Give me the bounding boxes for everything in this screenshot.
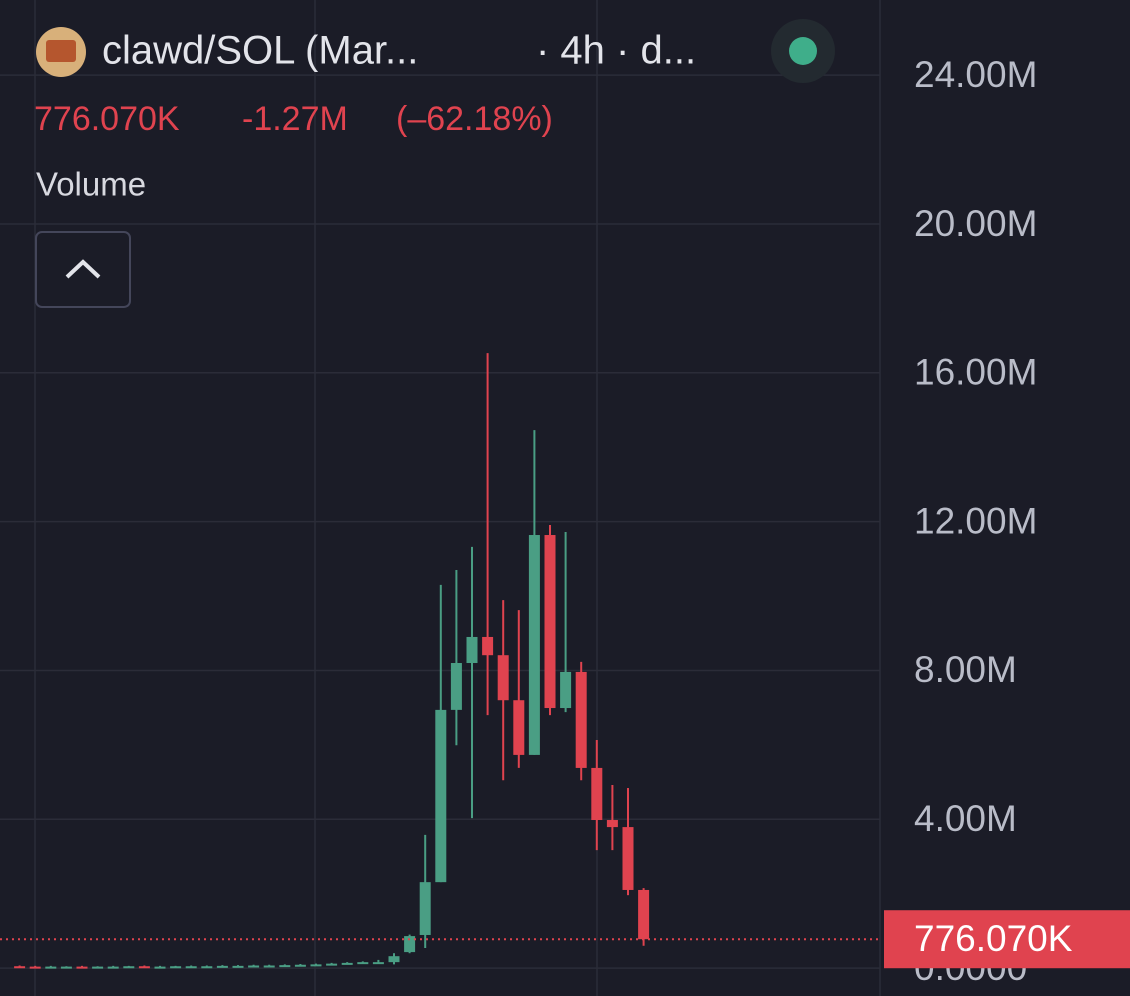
status-dot [789, 37, 817, 65]
collapse-button[interactable] [35, 231, 131, 308]
grid [34, 0, 881, 996]
candle-body [528, 535, 540, 755]
candle-body [92, 966, 104, 969]
candle-body [575, 671, 587, 768]
candle-body [326, 963, 338, 966]
candle-body [154, 966, 166, 969]
candle-body [404, 936, 416, 953]
avatar-icon [46, 40, 76, 62]
candle-body [138, 966, 150, 969]
candle-body [279, 965, 291, 968]
pair-title: clawd/SOL (Mar... [102, 29, 418, 73]
candle-body [466, 636, 478, 664]
candle-body [123, 966, 135, 969]
candle-body [341, 962, 353, 965]
overlay: clawd/SOL (Mar... · 4h · d... 776.070K -… [34, 19, 1130, 969]
candle-body [263, 965, 275, 968]
candle-body [310, 964, 322, 967]
candle-body [294, 964, 306, 967]
y-tick-label: 16.00M [914, 352, 1037, 393]
candle-body [497, 655, 509, 701]
chevron-up [65, 259, 101, 279]
candle-body [216, 965, 228, 968]
candle-body [170, 966, 182, 969]
candle-body [606, 820, 618, 828]
y-tick-label: 4.00M [914, 798, 1017, 839]
candle-body [45, 966, 57, 969]
candle-body [513, 700, 525, 755]
candle-body [357, 962, 369, 965]
candle-body [591, 767, 603, 821]
candle-body [201, 966, 213, 969]
candle-body [372, 962, 384, 965]
header-change-percent: (–62.18%) [396, 100, 553, 138]
candle-body [14, 966, 26, 969]
candle-body [248, 965, 260, 968]
y-tick-label: 24.00M [914, 54, 1037, 95]
candle-body [622, 827, 634, 890]
candle-body [232, 965, 244, 968]
candle-body [419, 882, 431, 935]
last-price-label: 776.070K [914, 918, 1073, 959]
candle-body [638, 889, 650, 940]
last-price-box [884, 910, 1130, 969]
candle-body [107, 966, 119, 969]
y-tick-label: 12.00M [914, 500, 1037, 541]
candle-body [560, 671, 572, 709]
candle-body [435, 709, 447, 883]
candle-body [60, 966, 72, 969]
header-change: -1.27M [242, 100, 348, 138]
header-price: 776.070K [34, 100, 180, 138]
candle-body [482, 636, 494, 656]
y-tick-label: 20.00M [914, 203, 1037, 244]
y-tick-label: 8.00M [914, 649, 1017, 690]
candle-body [29, 966, 41, 969]
candle-body [544, 535, 556, 709]
indicator-label: Volume [36, 166, 146, 203]
candle-body [388, 956, 400, 963]
candle-body [185, 966, 197, 969]
interval: · 4h · d... [536, 29, 696, 73]
candle-body [450, 663, 462, 710]
candle-body [76, 966, 88, 969]
